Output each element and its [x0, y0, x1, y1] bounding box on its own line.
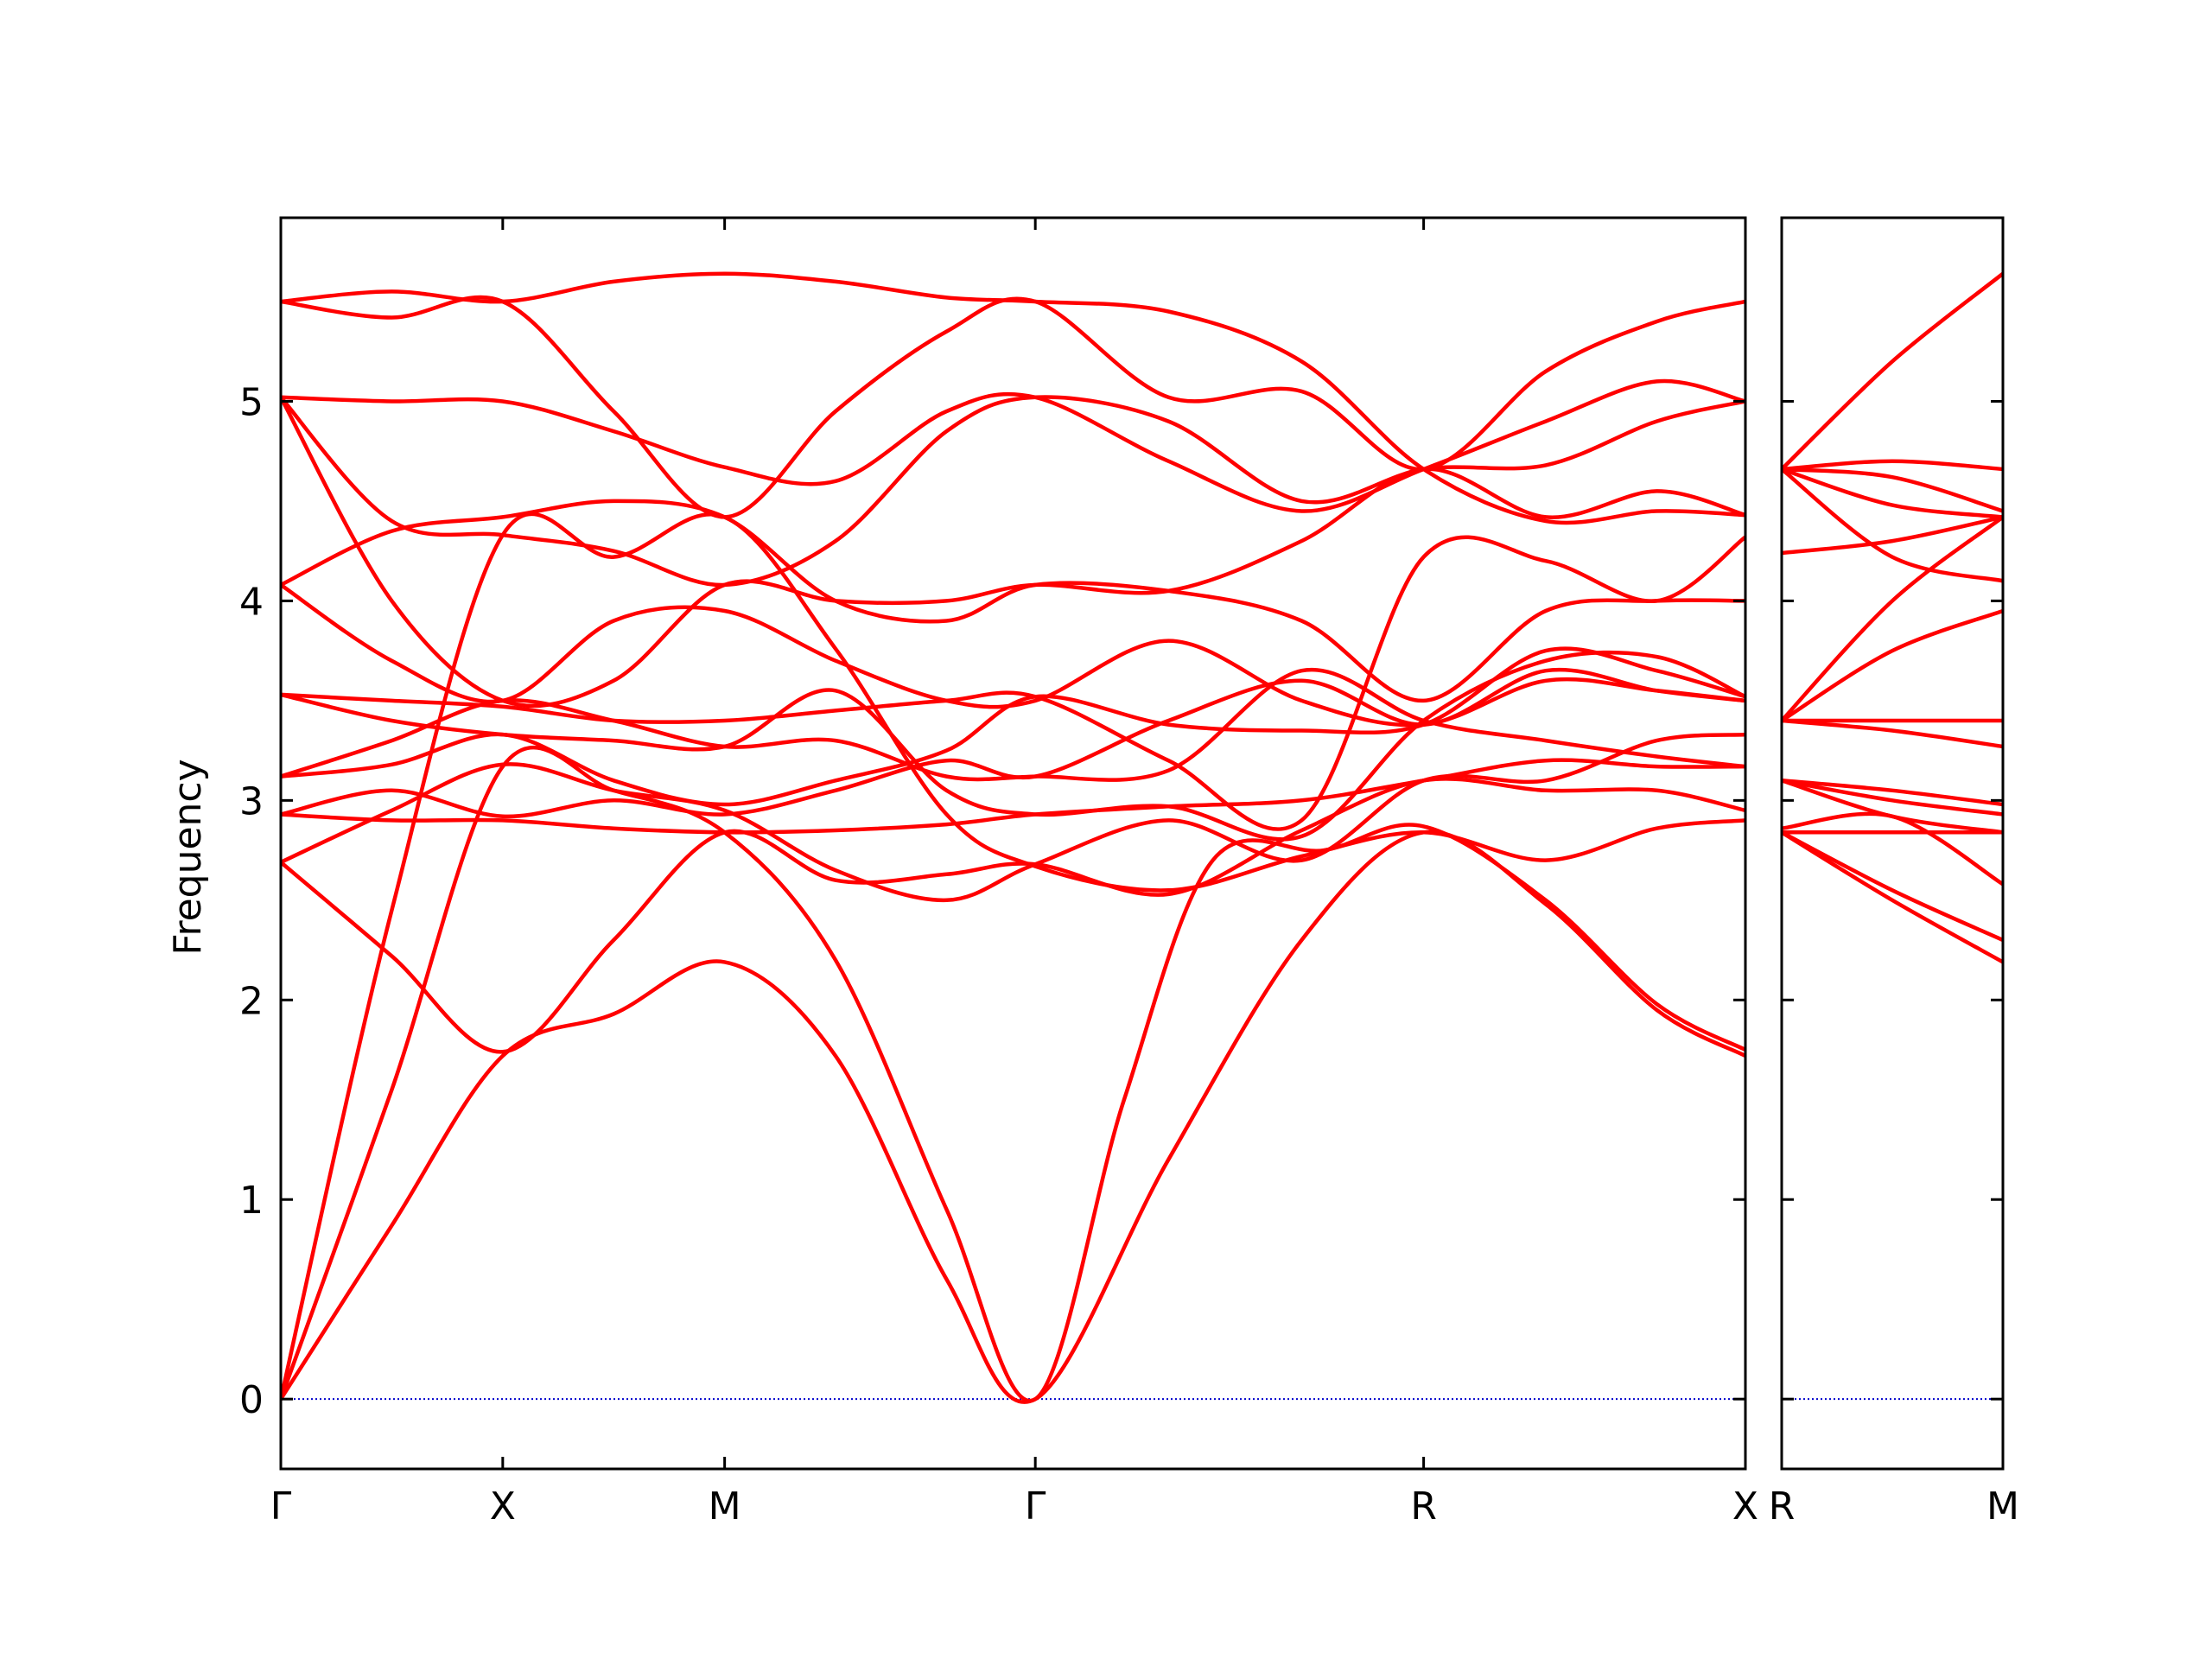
- band-line-6: [1782, 779, 2003, 817]
- y-tick-label: 1: [239, 1179, 264, 1223]
- band-lines: [1782, 271, 2003, 964]
- y-tick-label: 2: [239, 979, 264, 1023]
- band-line-9: [281, 667, 1745, 782]
- band-line-8: [281, 646, 1745, 807]
- y-tick-label: 3: [239, 779, 264, 823]
- band-line-7: [1782, 779, 2003, 807]
- x-tick-label: Γ: [270, 1484, 292, 1529]
- band-line-11: [281, 650, 1745, 842]
- y-tick-label: 0: [239, 1378, 264, 1422]
- band-line-16: [1782, 459, 2003, 472]
- band-line-1: [281, 830, 1745, 1404]
- band-line-14: [1782, 467, 2003, 519]
- x-tick-label: Γ: [1025, 1484, 1046, 1529]
- band-line-15: [281, 395, 1745, 588]
- band-line-12: [1782, 515, 2003, 556]
- band-line-6: [281, 758, 1745, 835]
- y-tick-label: 5: [239, 380, 264, 424]
- band-line-18: [281, 271, 1745, 525]
- band-line-7: [281, 667, 1745, 819]
- plot-frame: [1780, 216, 2005, 1471]
- band-line-4: [281, 777, 1745, 1054]
- band-line-12: [281, 582, 1745, 728]
- x-tick-label: R: [1769, 1484, 1796, 1529]
- band-line-13: [1782, 467, 2003, 583]
- band-line-5: [281, 732, 1745, 903]
- band-line-1: [1782, 830, 2003, 964]
- band-line-15: [1782, 467, 2003, 513]
- band-line-10: [281, 535, 1745, 831]
- band-line-8: [1782, 718, 2003, 749]
- band-line-17: [281, 295, 1745, 519]
- y-axis-label: Frequency: [166, 759, 210, 955]
- y-tick-label: 4: [239, 580, 264, 624]
- band-lines: [281, 271, 1745, 1404]
- band-line-5: [1782, 779, 2003, 835]
- x-tick-label: M: [1986, 1484, 2019, 1529]
- plot-frame: [279, 216, 1747, 1471]
- band-line-13: [281, 499, 1745, 703]
- band-line-2: [1782, 830, 2003, 943]
- x-tick-label: X: [490, 1484, 516, 1529]
- band-line-14: [281, 395, 1745, 709]
- band-line-10: [1782, 608, 2003, 723]
- x-tick-label: X: [1732, 1484, 1758, 1529]
- x-tick-label: M: [709, 1484, 741, 1529]
- band-line-16: [281, 378, 1745, 513]
- band-line-3: [281, 512, 1745, 1402]
- band-line-2: [281, 745, 1745, 1403]
- band-line-17: [1782, 271, 2003, 472]
- band-line-11: [1782, 515, 2003, 723]
- x-tick-label: R: [1410, 1484, 1437, 1529]
- panel-1: 0 1 2 3 4 5 Γ X M Γ R X: [239, 216, 1758, 1529]
